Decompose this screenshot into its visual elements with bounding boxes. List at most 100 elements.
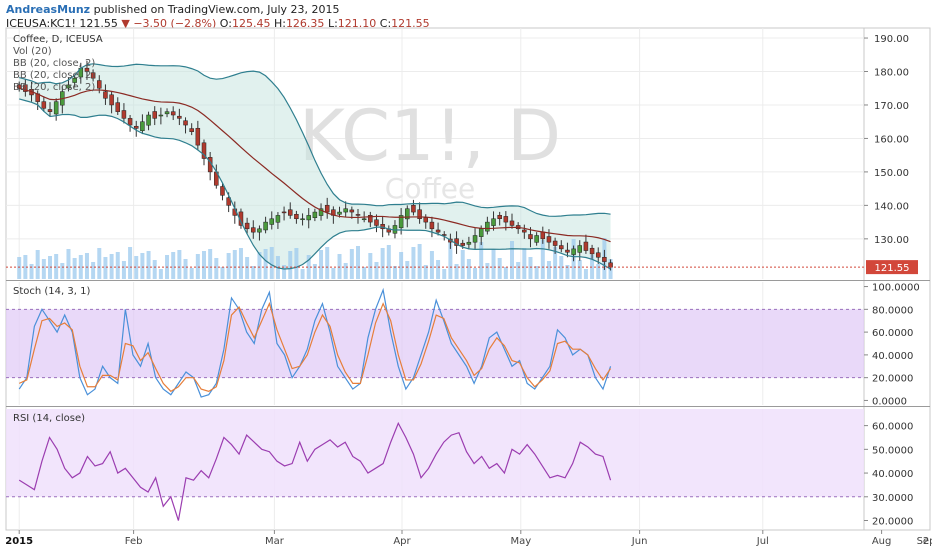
candle-body xyxy=(417,209,422,220)
rsi-line xyxy=(18,421,612,521)
volume-bar xyxy=(202,251,206,279)
candle-body xyxy=(522,229,527,233)
volume-bar xyxy=(331,268,336,279)
price-axis-label: 190.00 xyxy=(874,34,909,45)
volume-bar xyxy=(146,251,151,279)
candle-body xyxy=(294,213,299,220)
candle-body xyxy=(441,234,447,236)
volume-bar xyxy=(362,267,367,279)
candle-body xyxy=(355,214,361,216)
volume-bar xyxy=(522,248,527,279)
candle-body xyxy=(84,67,90,72)
candle-body xyxy=(103,91,108,99)
price-legend-entry: BB (20, close, 2) xyxy=(13,82,95,93)
stoch-axis-label: 60.0000 xyxy=(872,328,913,339)
volume-bar xyxy=(54,254,59,279)
candle-body xyxy=(374,219,379,226)
volume-bar xyxy=(300,269,305,279)
volume-bar xyxy=(171,252,176,279)
volume-bar xyxy=(497,258,502,279)
volume-bar xyxy=(17,257,22,279)
volume-bar xyxy=(380,248,385,279)
candle-body xyxy=(281,211,287,214)
last-price-tag xyxy=(866,260,918,275)
price-axis-label: 140.00 xyxy=(874,201,909,212)
volume-bar xyxy=(411,247,416,279)
volume-bar xyxy=(368,253,373,279)
volume-bar xyxy=(306,255,311,279)
volume-bar xyxy=(245,257,250,279)
volume-bar xyxy=(140,253,145,279)
time-axis-label: Sep xyxy=(917,536,932,547)
time-axis-label: Feb xyxy=(125,536,143,547)
volume-bar xyxy=(448,243,453,279)
open-value: 125.45 xyxy=(231,17,271,30)
time-axis-label: 2015 xyxy=(5,536,33,547)
volume-bar xyxy=(23,255,28,279)
bollinger-upper-line xyxy=(19,63,611,217)
rsi-axis-label: 30.0000 xyxy=(872,493,913,504)
volume-bar xyxy=(429,251,434,279)
candle-body xyxy=(189,128,194,132)
volume-bar xyxy=(220,267,225,279)
candle-body xyxy=(411,204,416,213)
candle-body xyxy=(53,101,59,115)
time-axis-label: May xyxy=(510,536,531,547)
candle-body xyxy=(528,234,533,240)
open-key: O: xyxy=(219,17,232,30)
volume-bar xyxy=(466,259,471,279)
candle-body xyxy=(368,214,373,223)
volume-bar xyxy=(454,264,459,279)
volume-bar xyxy=(325,247,330,279)
author-link[interactable]: AndreasMunz xyxy=(6,3,91,16)
price-axis-label: 160.00 xyxy=(874,134,909,145)
volume-bar xyxy=(503,267,508,279)
volume-bar xyxy=(257,252,262,279)
volume-bar xyxy=(84,253,89,279)
low-value: 121.10 xyxy=(337,17,377,30)
candle-body xyxy=(23,84,28,92)
candle-body xyxy=(263,221,268,231)
candle-body xyxy=(460,242,465,246)
volume-bar xyxy=(423,265,428,279)
last-price-tag-label: 121.55 xyxy=(875,263,910,274)
volume-bar xyxy=(565,265,570,279)
candle-body xyxy=(177,115,182,119)
volume-bar xyxy=(392,266,397,279)
price-pane-title: Coffee, D, ICEUSA xyxy=(13,34,103,45)
candle-body xyxy=(595,252,601,258)
candle-body xyxy=(602,256,607,262)
price-legend-entry: BB (20, close, 2) xyxy=(13,70,95,81)
bollinger-lower-line xyxy=(19,98,611,270)
candle-body xyxy=(318,208,324,216)
watermark-symbol: KC1!, D xyxy=(299,95,561,177)
candle-body xyxy=(565,249,570,253)
candle-body xyxy=(497,214,502,220)
price-legend-entry: BB (20, close, 2) xyxy=(13,58,95,69)
rsi-band-fill xyxy=(6,409,864,497)
candle-body xyxy=(251,227,256,233)
volume-bar xyxy=(343,263,348,279)
candle-body xyxy=(485,221,490,232)
volume-bar xyxy=(405,261,410,279)
candle-body xyxy=(343,208,348,213)
stoch-axis-label: 40.0000 xyxy=(872,351,913,362)
last-price-label: 121.55 xyxy=(79,17,118,30)
stoch-axis-label: 80.0000 xyxy=(872,305,913,316)
down-arrow-icon: ▼ xyxy=(121,17,130,30)
time-axis-label: Mar xyxy=(265,536,285,547)
candle-body xyxy=(220,186,225,196)
candle-body xyxy=(152,111,157,119)
candle-body xyxy=(115,102,121,112)
time-axis-label: Jun xyxy=(631,536,648,547)
candle-body xyxy=(429,221,435,230)
volume-bar xyxy=(417,244,422,279)
stoch-pane-title: Stoch (14, 3, 1) xyxy=(13,286,90,297)
candle-body xyxy=(583,241,589,251)
volume-bar xyxy=(349,249,354,279)
candle-body xyxy=(41,101,47,109)
volume-bar xyxy=(66,249,71,279)
volume-bar xyxy=(134,256,139,279)
volume-bar xyxy=(208,249,213,279)
